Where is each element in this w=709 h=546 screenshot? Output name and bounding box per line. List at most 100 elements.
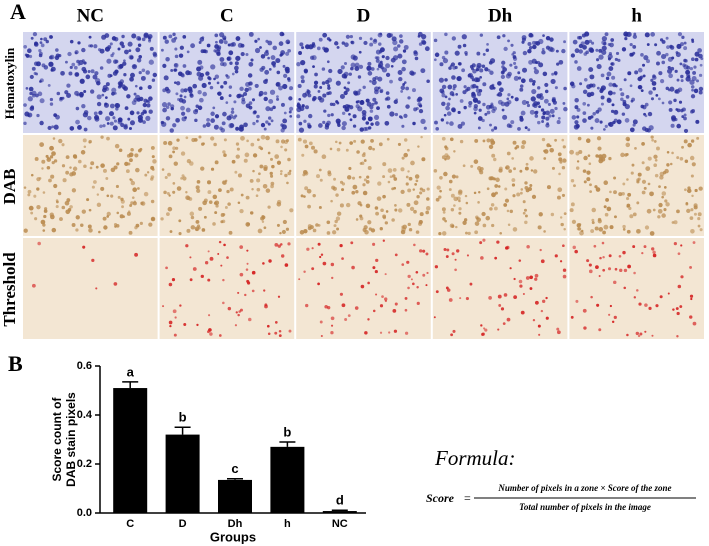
- cell: [519, 115, 523, 120]
- cell: [167, 172, 171, 177]
- cell: [519, 84, 524, 88]
- cell: [664, 199, 668, 203]
- cell: [459, 99, 464, 103]
- cell: [312, 65, 315, 69]
- cell: [247, 86, 252, 91]
- cell: [138, 71, 142, 75]
- cell: [234, 61, 239, 66]
- cell: [685, 69, 691, 75]
- cell: [382, 162, 387, 167]
- x-axis-label: Groups: [210, 529, 256, 544]
- cell: [549, 144, 552, 148]
- cell: [545, 116, 550, 121]
- cell: [607, 90, 613, 96]
- cell: [111, 91, 115, 96]
- cell: [226, 56, 232, 61]
- cell: [666, 45, 670, 49]
- cell: [255, 194, 259, 198]
- cell: [226, 189, 230, 194]
- cell: [144, 173, 148, 177]
- cell: [562, 274, 567, 279]
- cell: [51, 160, 55, 165]
- cell: [466, 86, 471, 91]
- micrograph-bg: [432, 238, 568, 339]
- cell: [533, 69, 539, 75]
- cell: [474, 221, 480, 226]
- cell: [362, 190, 368, 196]
- cell: [612, 91, 616, 95]
- cell: [303, 270, 306, 273]
- cell: [468, 104, 472, 108]
- cell: [244, 87, 249, 93]
- cell: [578, 223, 582, 226]
- cell: [490, 203, 495, 207]
- cell: [539, 95, 544, 101]
- cell: [289, 169, 292, 173]
- error-bar: [227, 477, 243, 480]
- cell: [196, 71, 202, 77]
- cell: [351, 190, 356, 195]
- cell: [388, 331, 391, 334]
- cell: [418, 108, 424, 114]
- cell: [265, 106, 271, 112]
- cell: [95, 287, 98, 290]
- cell: [54, 55, 60, 61]
- cell: [482, 139, 486, 143]
- cell: [182, 64, 187, 68]
- cell: [108, 111, 115, 117]
- cell: [52, 137, 56, 140]
- cell: [465, 201, 469, 205]
- cell: [68, 71, 73, 76]
- cell: [300, 79, 305, 84]
- cell: [639, 332, 643, 336]
- cell: [696, 79, 699, 83]
- cell: [601, 241, 605, 245]
- cell: [558, 157, 563, 162]
- cell: [263, 166, 268, 172]
- cell: [496, 240, 500, 244]
- cell: [222, 150, 226, 154]
- cell: [541, 120, 545, 123]
- cell: [489, 123, 492, 127]
- cell: [334, 41, 339, 46]
- cell: [109, 103, 115, 109]
- cell: [160, 217, 164, 221]
- cell: [473, 111, 477, 115]
- cell: [670, 123, 675, 128]
- cell: [600, 95, 605, 100]
- cell: [258, 145, 262, 149]
- cell: [574, 105, 579, 110]
- cell: [546, 143, 550, 148]
- cell: [71, 62, 76, 67]
- cell: [552, 100, 557, 105]
- cell: [288, 96, 293, 101]
- cell: [625, 95, 630, 99]
- cell: [285, 227, 290, 231]
- cell: [506, 317, 511, 322]
- cell: [563, 86, 567, 91]
- cell: [206, 117, 210, 122]
- cell: [407, 286, 410, 290]
- cell: [164, 86, 170, 92]
- cell: [458, 207, 462, 211]
- cell: [359, 127, 364, 132]
- cell: [486, 187, 490, 191]
- cell: [336, 211, 342, 216]
- cell: [451, 224, 455, 228]
- cell: [69, 39, 74, 44]
- cell: [545, 110, 550, 116]
- cell: [80, 150, 86, 155]
- cell: [571, 84, 576, 89]
- cell: [451, 107, 456, 113]
- cell: [529, 275, 533, 280]
- cell: [65, 155, 70, 160]
- cell: [390, 57, 396, 63]
- cell: [41, 159, 46, 164]
- cell: [34, 157, 39, 161]
- cell: [132, 201, 137, 206]
- cell: [263, 96, 268, 102]
- cell: [641, 251, 644, 255]
- cell: [602, 268, 606, 272]
- cell: [174, 47, 178, 51]
- cell: [397, 53, 403, 59]
